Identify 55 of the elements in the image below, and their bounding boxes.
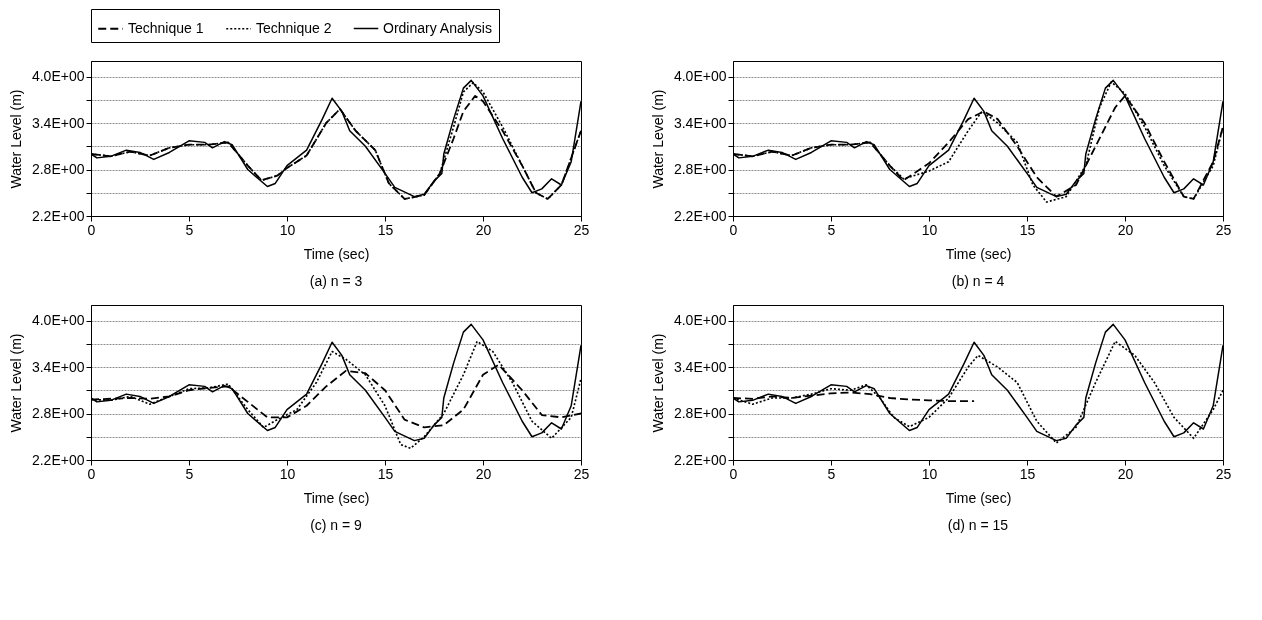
text: (d) n = 15 bbox=[947, 517, 1009, 533]
y-tick-label: 2.8E+00 bbox=[31, 405, 85, 421]
x-tick-label: 5 bbox=[827, 221, 836, 238]
x-tick-label: 10 bbox=[921, 221, 938, 238]
x-tick-label: 0 bbox=[87, 465, 96, 482]
y-tick-label: 4.0E+00 bbox=[673, 68, 727, 84]
y-tick-label: 3.4E+00 bbox=[31, 358, 85, 375]
x-tick-label: 25 bbox=[1215, 221, 1232, 238]
y-tick-label: 3.4E+00 bbox=[31, 114, 85, 131]
y-tick-label: 4.0E+00 bbox=[31, 312, 85, 328]
text: (c) n = 9 bbox=[310, 517, 363, 533]
text: (b) n = 4 bbox=[951, 273, 1005, 289]
y-tick-label: 2.8E+00 bbox=[673, 161, 727, 177]
x-tick-label: 0 bbox=[729, 465, 738, 482]
x-tick-label: 15 bbox=[1019, 221, 1036, 238]
x-tick-label: 10 bbox=[921, 465, 938, 482]
legend-label: Technique 1 bbox=[128, 19, 204, 36]
y-axis-title: Water Level (m) bbox=[649, 333, 666, 433]
y-tick-label: 2.2E+00 bbox=[673, 451, 727, 468]
y-axis-title: Water Level (m) bbox=[649, 89, 666, 189]
x-tick-label: 5 bbox=[827, 465, 836, 482]
x-axis-title: Time (sec) bbox=[303, 489, 370, 506]
y-tick-label: 3.4E+00 bbox=[673, 358, 727, 375]
y-tick-label: 2.8E+00 bbox=[31, 161, 85, 177]
x-axis-title: Time (sec) bbox=[945, 245, 1012, 262]
x-tick-label: 20 bbox=[1117, 465, 1134, 482]
x-tick-label: 10 bbox=[279, 221, 296, 238]
y-tick-label: 4.0E+00 bbox=[673, 312, 727, 328]
y-tick-label: 2.2E+00 bbox=[673, 207, 727, 224]
y-axis-title: Water Level (m) bbox=[7, 89, 24, 189]
y-tick-label: 3.4E+00 bbox=[673, 114, 727, 131]
x-tick-label: 5 bbox=[185, 221, 194, 238]
x-tick-label: 25 bbox=[1215, 465, 1232, 482]
x-tick-label: 20 bbox=[475, 221, 492, 238]
y-tick-label: 2.2E+00 bbox=[31, 451, 85, 468]
x-tick-label: 20 bbox=[475, 465, 492, 482]
x-tick-label: 20 bbox=[1117, 221, 1134, 238]
y-tick-label: 2.2E+00 bbox=[31, 207, 85, 224]
x-tick-label: 0 bbox=[729, 221, 738, 238]
y-tick-label: 2.8E+00 bbox=[673, 405, 727, 421]
legend-label: Ordinary Analysis bbox=[383, 19, 492, 36]
x-tick-label: 25 bbox=[573, 465, 590, 482]
x-tick-label: 15 bbox=[1019, 465, 1036, 482]
legend-label: Technique 2 bbox=[256, 19, 332, 36]
x-tick-label: 10 bbox=[279, 465, 296, 482]
text: (a) n = 3 bbox=[309, 273, 363, 289]
y-axis-title: Water Level (m) bbox=[7, 333, 24, 433]
x-axis-title: Time (sec) bbox=[303, 245, 370, 262]
x-tick-label: 15 bbox=[377, 465, 394, 482]
x-tick-label: 0 bbox=[87, 221, 96, 238]
y-tick-label: 4.0E+00 bbox=[31, 68, 85, 84]
x-tick-label: 15 bbox=[377, 221, 394, 238]
x-tick-label: 25 bbox=[573, 221, 590, 238]
x-tick-label: 5 bbox=[185, 465, 194, 482]
x-axis-title: Time (sec) bbox=[945, 489, 1012, 506]
